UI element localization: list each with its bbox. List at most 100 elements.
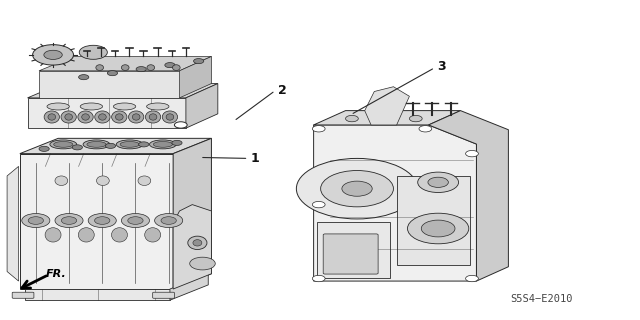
Ellipse shape [138, 176, 151, 186]
Circle shape [106, 143, 116, 148]
Circle shape [428, 177, 449, 188]
Polygon shape [314, 111, 461, 125]
Ellipse shape [44, 111, 60, 123]
Circle shape [33, 45, 74, 65]
Ellipse shape [147, 65, 155, 70]
Text: S5S4−E2010: S5S4−E2010 [509, 294, 572, 304]
Circle shape [296, 158, 418, 219]
Ellipse shape [150, 140, 176, 149]
Ellipse shape [65, 114, 72, 120]
FancyBboxPatch shape [397, 176, 470, 265]
Ellipse shape [82, 114, 90, 120]
FancyBboxPatch shape [12, 292, 34, 298]
Ellipse shape [163, 111, 177, 123]
Polygon shape [20, 154, 173, 289]
Circle shape [95, 217, 110, 224]
Circle shape [108, 71, 118, 76]
Circle shape [79, 45, 108, 59]
Circle shape [79, 75, 89, 80]
Circle shape [55, 213, 83, 228]
Ellipse shape [113, 103, 136, 110]
Circle shape [28, 217, 44, 224]
Circle shape [161, 217, 176, 224]
Circle shape [410, 116, 422, 122]
Polygon shape [7, 166, 19, 281]
Ellipse shape [147, 103, 169, 110]
Ellipse shape [122, 65, 129, 70]
Ellipse shape [54, 141, 73, 147]
Circle shape [421, 220, 455, 237]
Polygon shape [173, 138, 211, 289]
Polygon shape [170, 274, 208, 300]
Circle shape [61, 217, 77, 224]
Text: 3: 3 [438, 60, 446, 73]
Ellipse shape [78, 228, 94, 242]
Circle shape [419, 125, 432, 132]
Circle shape [122, 213, 150, 228]
Polygon shape [179, 56, 211, 98]
Polygon shape [28, 98, 186, 128]
Circle shape [321, 171, 394, 207]
Ellipse shape [97, 176, 109, 186]
Circle shape [342, 181, 372, 196]
Ellipse shape [166, 114, 173, 120]
Circle shape [346, 116, 358, 122]
Circle shape [193, 59, 204, 64]
Circle shape [128, 217, 143, 224]
Circle shape [72, 145, 83, 150]
Ellipse shape [188, 236, 207, 250]
Ellipse shape [193, 240, 202, 246]
Ellipse shape [55, 176, 68, 186]
Circle shape [39, 146, 49, 151]
Circle shape [312, 275, 325, 282]
Ellipse shape [111, 228, 127, 242]
Text: FR.: FR. [45, 268, 66, 278]
Circle shape [136, 67, 147, 72]
Ellipse shape [149, 114, 157, 120]
Polygon shape [314, 125, 476, 281]
Polygon shape [39, 71, 179, 98]
Polygon shape [20, 138, 211, 154]
Ellipse shape [129, 111, 144, 123]
Ellipse shape [120, 141, 140, 147]
FancyBboxPatch shape [317, 222, 390, 278]
Polygon shape [173, 204, 211, 289]
Circle shape [155, 213, 182, 228]
Text: 2: 2 [278, 84, 287, 97]
Circle shape [165, 63, 175, 68]
Circle shape [466, 275, 478, 282]
Ellipse shape [111, 111, 127, 123]
FancyBboxPatch shape [323, 234, 378, 274]
FancyBboxPatch shape [153, 292, 174, 298]
Ellipse shape [154, 141, 173, 147]
Ellipse shape [83, 140, 110, 149]
Ellipse shape [50, 140, 77, 149]
Ellipse shape [45, 228, 61, 242]
Ellipse shape [47, 103, 69, 110]
Text: 1: 1 [251, 152, 260, 165]
Ellipse shape [145, 228, 161, 242]
Circle shape [172, 140, 182, 145]
Circle shape [139, 142, 149, 147]
Ellipse shape [96, 65, 104, 70]
Circle shape [466, 150, 478, 157]
Circle shape [88, 213, 116, 228]
Circle shape [408, 213, 468, 244]
Ellipse shape [132, 114, 140, 120]
Ellipse shape [145, 111, 161, 123]
Ellipse shape [78, 111, 93, 123]
Ellipse shape [95, 111, 110, 123]
Ellipse shape [115, 114, 123, 120]
Circle shape [189, 257, 215, 270]
Polygon shape [28, 84, 218, 98]
Polygon shape [365, 87, 410, 125]
Circle shape [312, 201, 325, 208]
Ellipse shape [99, 114, 106, 120]
Ellipse shape [80, 103, 102, 110]
Ellipse shape [87, 141, 106, 147]
Polygon shape [429, 111, 508, 281]
Ellipse shape [48, 114, 56, 120]
Circle shape [22, 213, 50, 228]
Circle shape [174, 122, 187, 128]
Ellipse shape [61, 111, 76, 123]
